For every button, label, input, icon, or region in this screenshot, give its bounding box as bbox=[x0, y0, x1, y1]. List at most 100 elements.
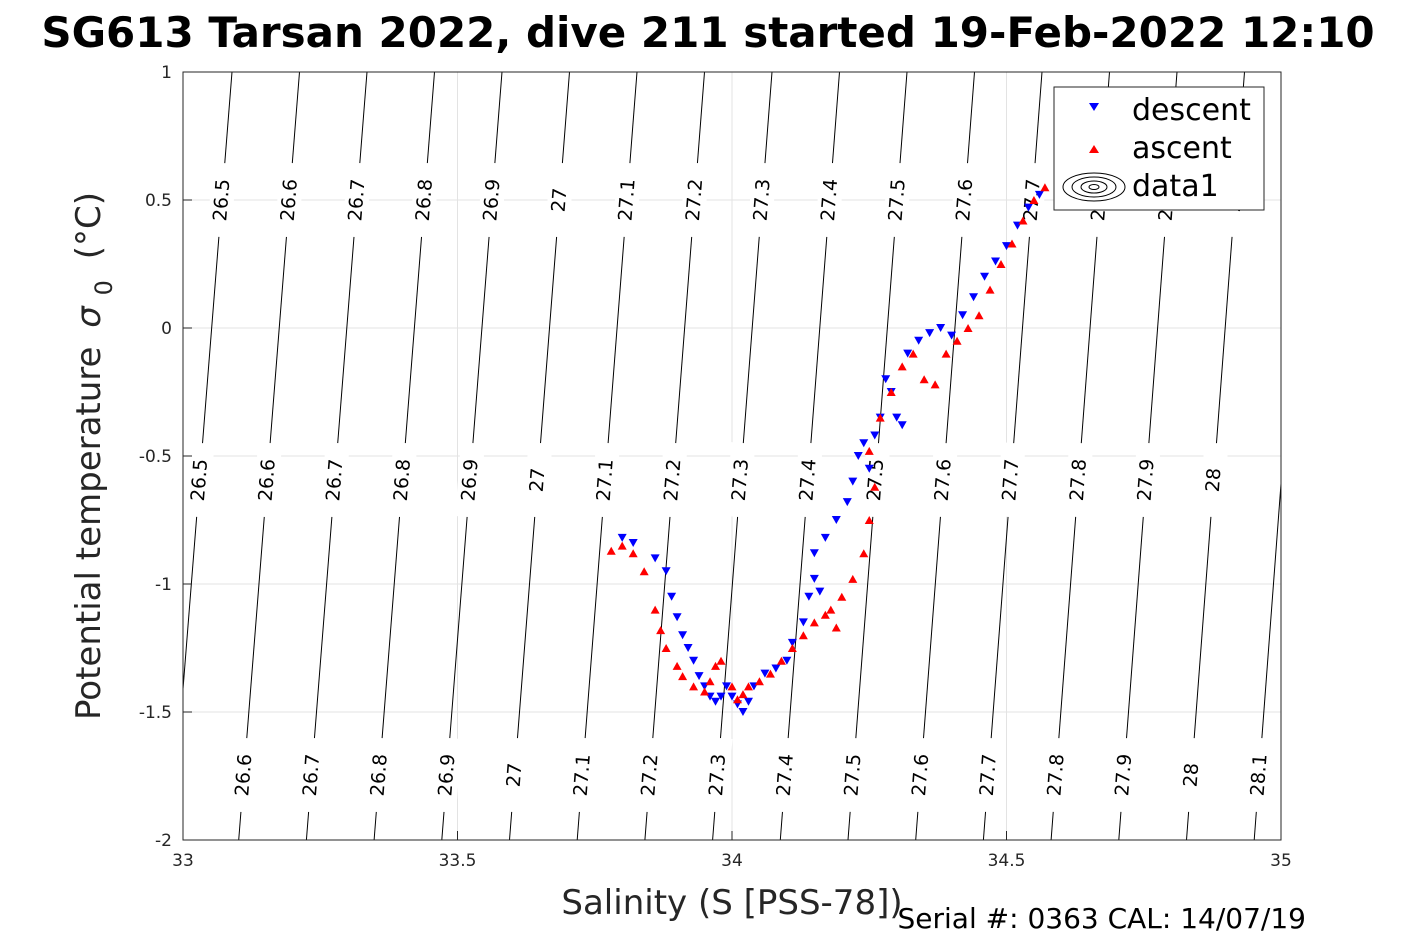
ascent-point bbox=[859, 549, 869, 558]
descent-point bbox=[848, 477, 858, 486]
ascent-point bbox=[700, 687, 710, 696]
contour-label-gap bbox=[928, 442, 959, 518]
legend-data1-label: data1 bbox=[1132, 169, 1219, 204]
ascent-point bbox=[650, 605, 660, 614]
contour-label: 27 bbox=[526, 467, 550, 493]
contour-label: 27.9 bbox=[1111, 753, 1136, 797]
ascent-point bbox=[864, 516, 874, 524]
ascent-point bbox=[897, 362, 907, 371]
ascent-point bbox=[743, 682, 753, 691]
contour-label: 26.8 bbox=[367, 753, 392, 797]
ascent-point bbox=[628, 549, 638, 558]
contour-label-gap bbox=[1131, 442, 1161, 518]
ascent-point bbox=[711, 661, 721, 670]
contour-label: 27.7 bbox=[976, 753, 1001, 797]
contour-label-gap bbox=[228, 737, 259, 813]
contour-label: 26.5 bbox=[209, 178, 234, 222]
contour-label-gap bbox=[973, 737, 1004, 813]
contour-label: 26.7 bbox=[344, 178, 369, 222]
descent-point bbox=[936, 324, 946, 332]
descent-point bbox=[760, 669, 770, 678]
ascent-point bbox=[754, 677, 764, 686]
descent-point bbox=[628, 539, 638, 548]
y-axis-label-unit: (°C) bbox=[69, 192, 109, 259]
svg-text:Potential temperature σ: Potential temperature σ 0 (°C) bbox=[69, 192, 121, 720]
contour-label-gap bbox=[1176, 737, 1207, 813]
contour-label-gap bbox=[814, 162, 845, 238]
descent-point bbox=[897, 421, 907, 430]
ascent-point bbox=[689, 682, 699, 691]
axis-ticks: 33 33.5 34 34.5 35 -2 -1.5 -1 -0.5 0 0.5 1 bbox=[139, 63, 1292, 871]
contour-label: 27.5 bbox=[863, 458, 888, 502]
contour-label-gap bbox=[477, 162, 507, 238]
ascent-point bbox=[820, 610, 830, 619]
ascent-point bbox=[776, 656, 786, 665]
contour-label: 27.4 bbox=[795, 458, 820, 502]
descent-point bbox=[809, 574, 819, 583]
ascent-point bbox=[787, 644, 797, 652]
ascent-point bbox=[672, 661, 682, 670]
y-tick-label: -1 bbox=[155, 575, 172, 595]
descent-point bbox=[716, 692, 726, 701]
contour-label-gap bbox=[184, 442, 215, 518]
descent-point bbox=[864, 464, 874, 473]
descent-point bbox=[771, 664, 781, 673]
contour-label: 26.7 bbox=[299, 753, 324, 797]
legend-descent-label: descent bbox=[1132, 93, 1251, 128]
contour-label-gap bbox=[1063, 442, 1094, 518]
descent-point bbox=[842, 498, 852, 507]
descent-point bbox=[804, 592, 814, 601]
x-axis-label: Salinity (S [PSS-78]) bbox=[561, 883, 902, 923]
y-axis-label-text: Potential temperature bbox=[69, 347, 109, 720]
contour-label-gap bbox=[882, 162, 912, 238]
ascent-point bbox=[837, 592, 847, 601]
contour-label: 27 bbox=[548, 187, 572, 213]
contour-label-gap bbox=[770, 737, 801, 813]
legend-box bbox=[1053, 86, 1265, 211]
y-axis-label-subscript: 0 bbox=[90, 280, 118, 295]
x-tick-label: 33 bbox=[172, 851, 194, 871]
contour-label-gap bbox=[544, 162, 575, 238]
contour-label-gap bbox=[1108, 737, 1139, 813]
contour-label: 26.8 bbox=[390, 458, 415, 502]
descent-point bbox=[738, 708, 748, 716]
contour-label: 26.5 bbox=[187, 458, 212, 502]
contour-label-gap bbox=[679, 162, 710, 238]
ascent-point bbox=[705, 677, 715, 686]
ascent-point bbox=[678, 672, 688, 681]
contour-label: 27 bbox=[503, 762, 527, 788]
x-tick-label: 35 bbox=[1270, 851, 1292, 871]
descent-point bbox=[859, 439, 869, 448]
y-tick-label: 0 bbox=[161, 319, 172, 339]
descent-point bbox=[958, 311, 968, 320]
descent-point bbox=[667, 592, 677, 601]
contour-label-gap bbox=[838, 737, 868, 813]
contour-label-gap bbox=[274, 162, 305, 238]
descent-point bbox=[727, 692, 737, 701]
descent-point bbox=[809, 549, 819, 558]
ascent-point bbox=[930, 380, 940, 389]
ascent-point bbox=[639, 567, 649, 576]
contour-label: 28.1 bbox=[1247, 753, 1272, 797]
contour-label-gap bbox=[1244, 737, 1274, 813]
y-tick-label: -1.5 bbox=[139, 703, 172, 723]
ascent-point bbox=[798, 631, 808, 640]
ascent-point bbox=[1018, 216, 1028, 225]
contour-label-gap bbox=[364, 737, 395, 813]
x-tick-label: 34 bbox=[721, 851, 743, 871]
ascent-point bbox=[1040, 183, 1050, 192]
contour-label-gap bbox=[567, 737, 598, 813]
descent-point bbox=[672, 613, 682, 622]
contour-label-gap bbox=[455, 442, 485, 518]
serial-cal-footer: Serial #: 0363 CAL: 14/07/19 bbox=[898, 902, 1306, 935]
ascent-point bbox=[875, 413, 885, 422]
contour-label-gap bbox=[1198, 442, 1229, 518]
descent-point bbox=[782, 656, 792, 665]
legend-contour-icon bbox=[1062, 172, 1126, 202]
contour-label: 26.6 bbox=[231, 753, 256, 797]
contour-label: 27.1 bbox=[614, 178, 639, 222]
contour-label: 27.4 bbox=[817, 178, 842, 222]
legend-descent-marker bbox=[1089, 103, 1099, 111]
contour-label-gap bbox=[635, 737, 665, 813]
